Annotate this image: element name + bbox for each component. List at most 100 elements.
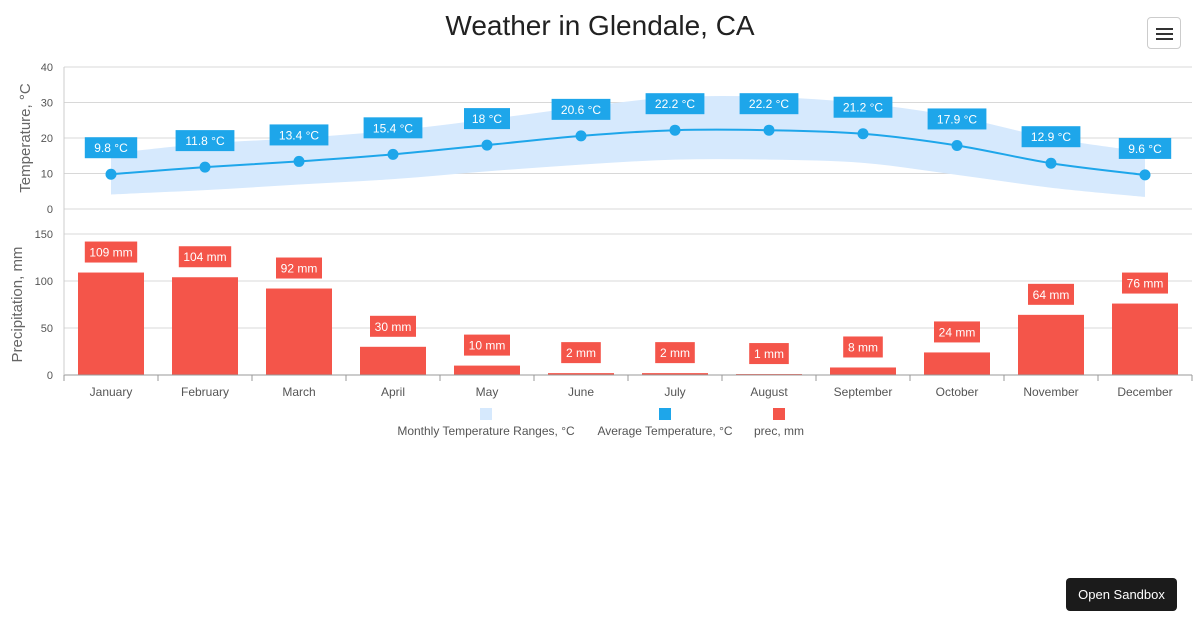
legend-swatch	[480, 408, 492, 420]
precipitation-data-label-box	[749, 343, 789, 365]
x-tick-label: May	[476, 385, 499, 399]
temperature-data-label: 20.6 °C	[561, 103, 601, 117]
precipitation-bar	[172, 277, 238, 375]
temperature-data-label: 22.2 °C	[749, 97, 789, 111]
y-tick-label: 40	[41, 62, 53, 74]
legend-swatch	[659, 408, 671, 420]
legend-label: Average Temperature, °C	[597, 424, 732, 438]
average-temperature-point	[105, 168, 117, 180]
average-temperature-point	[1045, 157, 1057, 169]
precipitation-data-label-box	[561, 342, 601, 364]
y-tick-label: 0	[47, 370, 53, 382]
y-tick-label: 20	[41, 133, 53, 145]
x-tick-label: October	[936, 385, 979, 399]
temperature-panel: 0 10 20 30 40 Temperature, °C 9.8 °C 11.8 °C 13.…	[17, 62, 1192, 216]
temperature-data-label-box	[833, 96, 893, 118]
precipitation-bar	[360, 346, 426, 375]
precipitation-data-label: 104 mm	[183, 250, 226, 264]
precipitation-bar	[642, 373, 708, 375]
precipitation-data-label-box	[1122, 272, 1168, 294]
y-tick-label: 30	[41, 98, 53, 110]
precipitation-data-label-box	[934, 321, 980, 343]
precipitation-bar	[78, 272, 144, 375]
precipitation-data-label: 76 mm	[1127, 277, 1164, 291]
average-temperature-point	[951, 139, 963, 151]
precipitation-data-label: 24 mm	[939, 325, 976, 339]
precipitation-data-label: 64 mm	[1033, 288, 1070, 302]
precipitation-data-label-box	[178, 246, 232, 268]
x-tick-label: April	[381, 385, 405, 399]
precipitation-bar	[548, 373, 614, 375]
x-tick-label: November	[1023, 385, 1078, 399]
precipitation-bar	[924, 352, 990, 375]
x-tick-label: August	[750, 385, 788, 399]
precipitation-data-label: 2 mm	[660, 346, 690, 360]
x-tick-label: January	[90, 385, 133, 399]
temperature-data-label-box	[739, 93, 799, 115]
temperature-data-label-box	[645, 93, 705, 115]
precipitation-bar	[454, 365, 520, 375]
average-temperature-point	[857, 128, 869, 140]
temperature-data-label: 18 °C	[472, 112, 502, 126]
precipitation-bar	[1112, 303, 1178, 375]
average-temperature-point	[199, 161, 211, 173]
temperature-data-label: 9.8 °C	[94, 141, 128, 155]
temperature-data-label: 11.8 °C	[185, 134, 225, 148]
x-tick-label: December	[1117, 385, 1172, 399]
precipitation-data-label: 30 mm	[375, 320, 412, 334]
temperature-data-label-box	[84, 137, 138, 159]
precipitation-data-label: 1 mm	[754, 347, 784, 361]
temperature-data-label: 12.9 °C	[1031, 130, 1071, 144]
x-tick-label: February	[181, 385, 229, 399]
temperature-data-label: 21.2 °C	[843, 101, 883, 115]
precipitation-data-label-box	[655, 342, 695, 364]
chart-title: Weather in Glendale, CA	[445, 10, 755, 41]
y-tick-label: 50	[41, 323, 53, 335]
precipitation-data-label-box	[1028, 283, 1074, 305]
x-tick-label: March	[282, 385, 315, 399]
precipitation-data-label-box	[370, 315, 416, 337]
precipitation-bar	[1018, 314, 1084, 375]
temperature-data-label-box	[927, 108, 987, 130]
precipitation-data-label: 92 mm	[281, 262, 318, 276]
x-axis: January February March April May June July Augu…	[63, 67, 1193, 399]
x-tick-label: June	[568, 385, 594, 399]
temperature-data-label-box	[551, 98, 611, 120]
precipitation-data-label-box	[276, 257, 322, 279]
precipitation-data-label: 2 mm	[566, 346, 596, 360]
y-tick-label: 100	[35, 276, 53, 288]
y-axis-label: Temperature, °C	[17, 83, 34, 193]
temperature-data-label: 15.4 °C	[373, 121, 413, 135]
average-temperature-point	[387, 148, 399, 160]
temperature-data-label: 9.6 °C	[1128, 142, 1162, 156]
open-sandbox-button[interactable]: Open Sandbox	[1066, 578, 1177, 611]
average-temperature-point	[669, 124, 681, 136]
precipitation-data-label: 8 mm	[848, 340, 878, 354]
temperature-data-label-box	[1021, 126, 1081, 148]
precipitation-data-label-box	[84, 241, 138, 263]
average-temperature-point	[293, 155, 305, 167]
average-temperature-point	[481, 139, 493, 151]
temperature-data-label-box	[363, 117, 423, 139]
temperature-data-label-box	[269, 124, 329, 146]
weather-chart: 0 10 20 30 40 Temperature, °C 9.8 °C 11.8 °C 13.…	[9, 62, 1193, 438]
precipitation-bar	[830, 367, 896, 375]
temperature-data-label-box	[1118, 137, 1172, 159]
average-temperature-line	[110, 128, 1146, 176]
y-tick-label: 10	[41, 169, 53, 181]
temperature-data-label-box	[175, 130, 235, 152]
x-tick-label: September	[834, 385, 893, 399]
x-tick-label: July	[664, 385, 685, 399]
y-axis-label: Precipitation, mm	[9, 247, 26, 363]
legend: Monthly Temperature Ranges, °C Average Te…	[397, 408, 804, 438]
average-temperature-point	[575, 130, 587, 142]
average-temperature-point	[763, 124, 775, 136]
y-tick-label: 150	[35, 229, 53, 241]
hamburger-menu-icon[interactable]	[1147, 17, 1181, 49]
y-tick-label: 0	[47, 204, 53, 216]
legend-swatch	[773, 408, 785, 420]
precipitation-data-label-box	[464, 334, 510, 356]
temperature-data-label: 13.4 °C	[279, 128, 319, 142]
legend-label: prec, mm	[754, 424, 804, 438]
precipitation-bar	[266, 288, 332, 375]
